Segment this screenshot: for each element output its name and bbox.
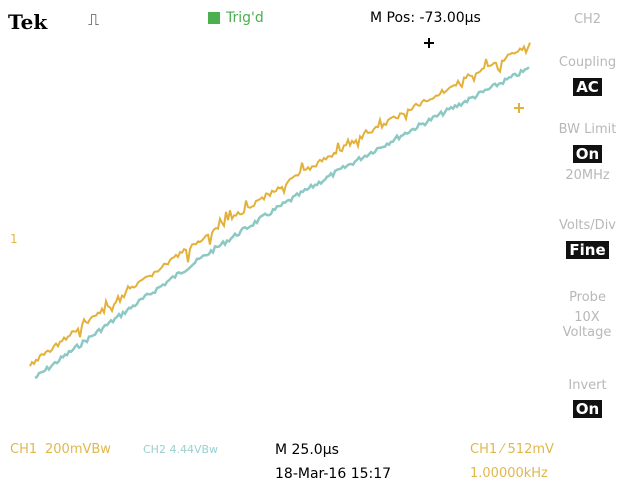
trigger-status: Trig'd — [226, 10, 264, 26]
scope-screen: Tek ⎍ Trig'd M Pos: -73.00µs 1 CH2 Coupl… — [0, 0, 630, 491]
ch2-scale: CH2 4.44VBw — [143, 443, 218, 456]
menu-label: Probe — [545, 290, 630, 305]
position-marker — [424, 38, 434, 48]
brand: Tek — [8, 10, 47, 34]
menu-label: Volts/Div — [545, 218, 630, 233]
acq-icon: ⎍ — [88, 10, 99, 30]
ch1-trace — [30, 43, 530, 367]
menu-value[interactable]: On — [573, 145, 602, 163]
ch1-label: CH1 — [10, 442, 37, 457]
trigger-icon — [208, 12, 220, 24]
ch1-scale: 200mVBw — [45, 442, 111, 457]
horizontal-position: M Pos: -73.00µs — [370, 10, 481, 26]
trigger-level: CH1 ⁄ 512mV — [470, 442, 554, 457]
menu-label: BW Limit — [545, 122, 630, 137]
timebase: M 25.0µs — [275, 442, 339, 458]
datetime: 18-Mar-16 15:17 — [275, 466, 391, 482]
menu-title: CH2 — [545, 12, 630, 27]
menu-label: Coupling — [545, 55, 630, 70]
frequency: 1.00000kHz — [470, 466, 548, 481]
menu-note: 20MHz — [545, 168, 630, 183]
menu-value[interactable]: AC — [573, 78, 602, 96]
ch2-trace — [35, 67, 529, 378]
menu-note: 10X Voltage — [552, 310, 622, 340]
channel-marker: 1 — [10, 232, 18, 246]
menu-value[interactable]: On — [573, 400, 602, 418]
trigger-level-marker — [514, 103, 524, 113]
waveform-area — [0, 0, 545, 440]
menu-label: Invert — [545, 378, 630, 393]
menu-value[interactable]: Fine — [566, 241, 608, 259]
